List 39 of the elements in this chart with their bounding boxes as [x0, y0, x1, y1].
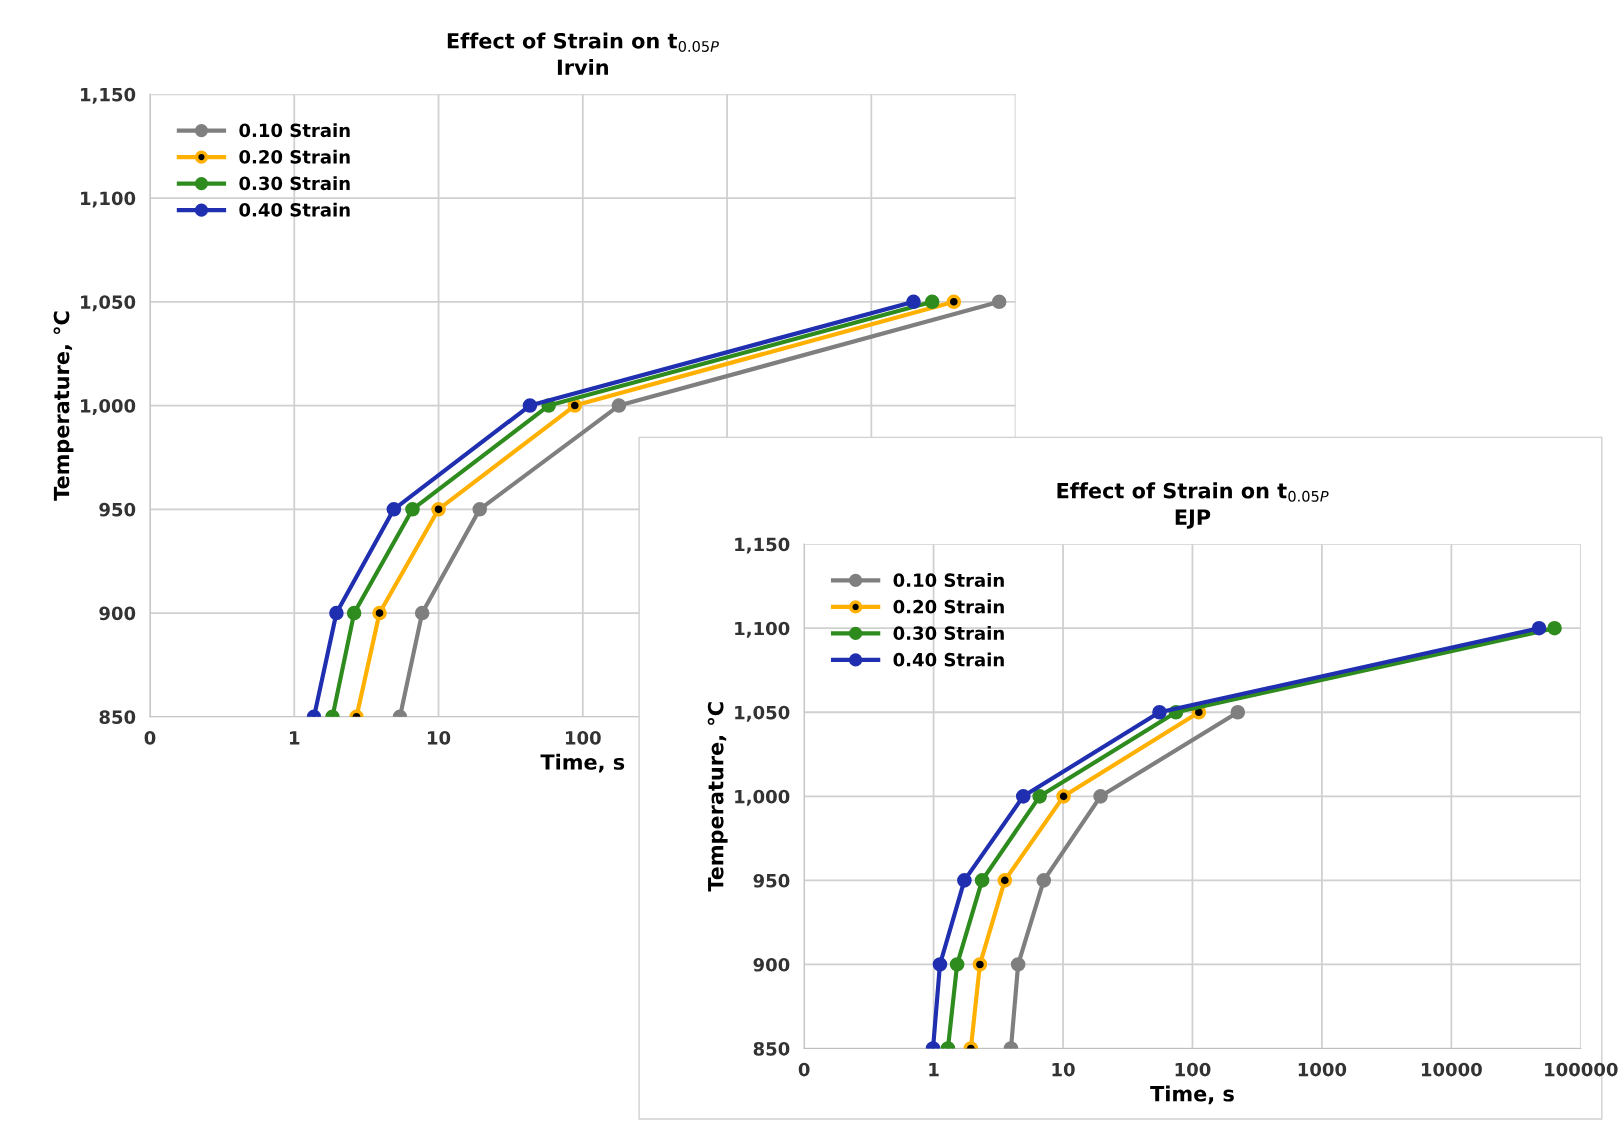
- y-axis-title: Temperature, °C: [53, 311, 74, 501]
- y-tick-label: 850: [99, 710, 136, 724]
- legend-label: 0.40 Strain: [239, 202, 350, 217]
- y-tick-label: 1,000: [81, 399, 136, 415]
- x-tick-label: 10000: [1421, 1062, 1482, 1077]
- legend-label: 0.30 Strain: [893, 626, 1004, 641]
- x-axis-title: Time, s: [1150, 1085, 1234, 1105]
- legend-label: 0.30 Strain: [239, 176, 350, 191]
- x-tick-label: 0: [144, 731, 156, 745]
- legend-label: 0.10 Strain: [893, 573, 1004, 588]
- x-tick-label: 1: [290, 731, 300, 745]
- y-tick-label: 900: [99, 606, 136, 621]
- x-tick-label: 100: [1175, 1062, 1211, 1077]
- x-tick-label: 100000: [1545, 1062, 1618, 1077]
- x-tick-label: 10: [1052, 1062, 1075, 1077]
- y-tick-label: 1,100: [81, 191, 136, 208]
- x-tick-label: 10: [428, 731, 451, 745]
- y-axis-title: Temperature, °C: [707, 702, 728, 892]
- x-tick-label: 1000: [1298, 1062, 1347, 1077]
- y-tick-label: 1,150: [735, 537, 790, 554]
- legend-label: 0.20 Strain: [239, 149, 350, 164]
- y-tick-label: 950: [99, 502, 136, 517]
- y-tick-label: 1,050: [735, 705, 790, 722]
- legend-label: 0.40 Strain: [893, 652, 1004, 667]
- legend-label: 0.20 Strain: [893, 599, 1004, 614]
- chart-title: Effect of Strain on t$_{0.05P}$ EJP: [1057, 482, 1329, 529]
- x-tick-label: 1: [929, 1062, 939, 1077]
- y-tick-label: 1,150: [81, 87, 136, 104]
- y-tick-label: 1,000: [735, 789, 790, 806]
- y-tick-label: 850: [753, 1041, 790, 1056]
- x-tick-label: 100: [566, 731, 601, 745]
- chart-title: Effect of Strain on t$_{0.05P}$ Irvin: [447, 32, 719, 75]
- x-axis-title: Time, s: [540, 753, 625, 773]
- y-tick-label: 900: [753, 957, 790, 972]
- x-tick-label: 0: [798, 1062, 810, 1077]
- y-tick-label: 1,050: [81, 295, 136, 312]
- y-tick-label: 950: [753, 873, 790, 888]
- legend-label: 0.10 Strain: [239, 123, 350, 138]
- y-tick-label: 1,100: [735, 621, 790, 638]
